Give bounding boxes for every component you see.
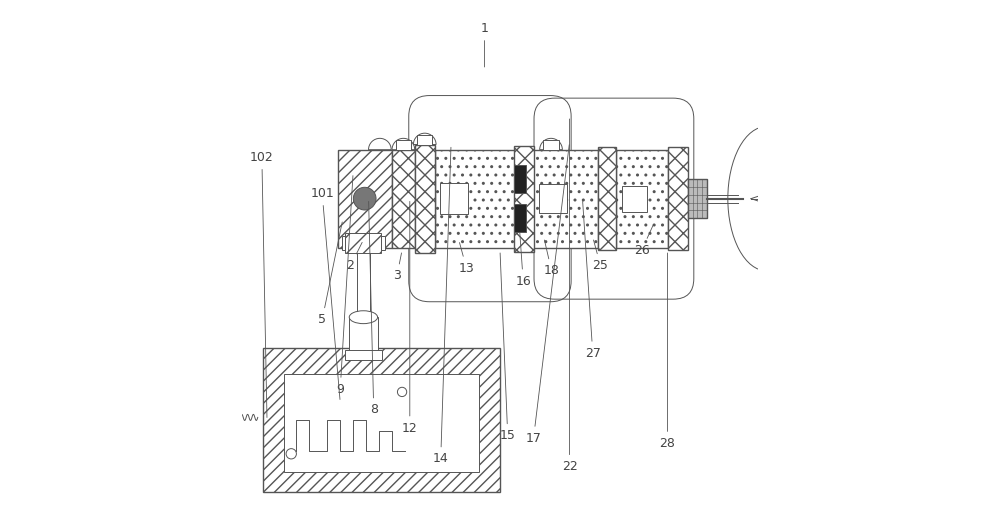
Text: 3: 3 bbox=[393, 253, 402, 282]
Bar bbox=[349, 317, 378, 351]
Text: 2: 2 bbox=[347, 242, 362, 272]
Circle shape bbox=[286, 449, 296, 459]
Bar bbox=[543, 140, 559, 150]
Bar bbox=[284, 374, 479, 472]
Text: 5: 5 bbox=[318, 222, 342, 326]
Text: 26: 26 bbox=[634, 225, 653, 257]
Text: 15: 15 bbox=[500, 253, 516, 442]
Bar bbox=[381, 236, 385, 250]
Bar bbox=[345, 233, 381, 253]
Text: 9: 9 bbox=[336, 176, 353, 396]
Bar bbox=[417, 135, 432, 144]
Text: 18: 18 bbox=[544, 240, 559, 277]
Circle shape bbox=[353, 188, 376, 210]
Text: 17: 17 bbox=[526, 145, 569, 445]
Bar bbox=[229, 411, 236, 420]
Bar bbox=[435, 150, 525, 247]
Bar bbox=[440, 183, 468, 214]
Circle shape bbox=[397, 387, 407, 396]
Text: 28: 28 bbox=[660, 253, 675, 450]
Ellipse shape bbox=[349, 311, 378, 324]
Bar bbox=[338, 150, 392, 247]
Text: 14: 14 bbox=[433, 147, 451, 465]
Bar bbox=[526, 150, 598, 247]
Text: 16: 16 bbox=[515, 232, 531, 288]
Wedge shape bbox=[540, 139, 562, 150]
Bar bbox=[539, 184, 567, 213]
Bar bbox=[514, 204, 526, 232]
Ellipse shape bbox=[728, 127, 805, 271]
Text: 25: 25 bbox=[593, 240, 608, 272]
Bar bbox=[514, 145, 534, 252]
Wedge shape bbox=[369, 139, 391, 150]
Text: 101: 101 bbox=[310, 187, 340, 400]
Bar bbox=[668, 147, 688, 250]
Bar bbox=[622, 186, 647, 212]
Text: 1: 1 bbox=[481, 22, 488, 67]
Bar bbox=[415, 144, 435, 253]
Text: 22: 22 bbox=[562, 119, 577, 473]
Bar bbox=[514, 165, 526, 193]
Bar bbox=[263, 348, 500, 492]
Bar bbox=[396, 140, 411, 150]
Text: 12: 12 bbox=[402, 202, 418, 435]
Bar bbox=[345, 350, 382, 360]
Text: 13: 13 bbox=[459, 243, 474, 275]
Text: 27: 27 bbox=[583, 202, 601, 360]
Bar bbox=[342, 236, 345, 250]
Bar bbox=[598, 147, 616, 250]
Bar bbox=[688, 179, 707, 218]
Text: 102: 102 bbox=[250, 151, 274, 417]
Bar bbox=[616, 150, 668, 247]
Bar bbox=[349, 317, 378, 351]
Wedge shape bbox=[392, 139, 415, 150]
Text: 8: 8 bbox=[369, 202, 378, 416]
Wedge shape bbox=[413, 133, 436, 144]
Bar bbox=[392, 150, 415, 247]
